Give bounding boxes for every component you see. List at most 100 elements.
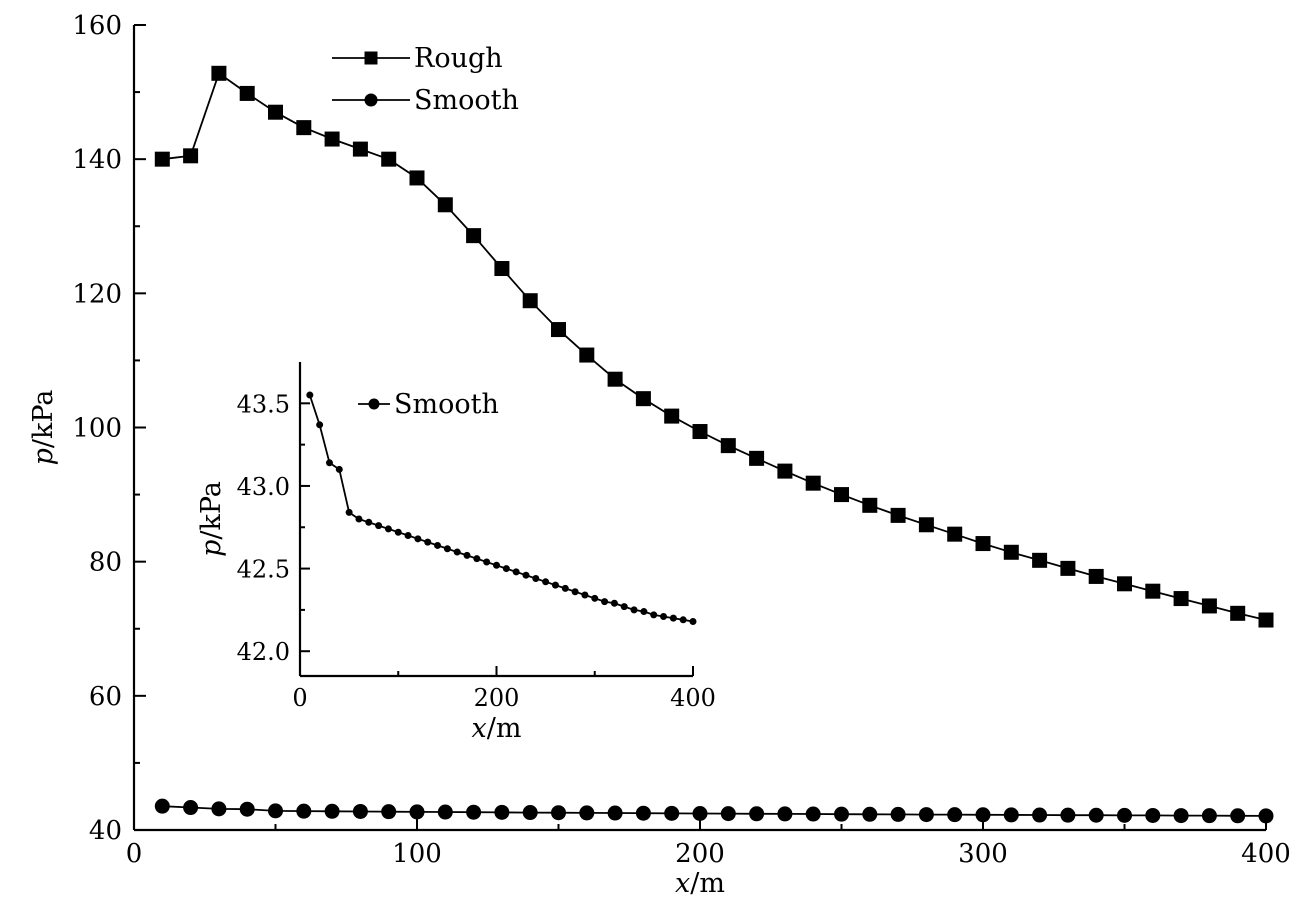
inset-smooth-data-point	[532, 574, 540, 582]
main-smooth-data-point	[183, 800, 199, 816]
main-y-tick-label: 140	[72, 145, 122, 175]
main-smooth-data-point	[466, 804, 482, 820]
main-rough-data-point	[211, 65, 227, 81]
main-smooth-data-point	[1117, 807, 1132, 823]
inset-smooth-data-point	[424, 538, 432, 546]
main-rough-data-point	[183, 148, 199, 164]
inset-legend-smooth-label: Smooth	[394, 389, 499, 420]
inset-y-tick-label: 42.0	[237, 638, 290, 666]
inset-smooth-data-point	[463, 551, 471, 559]
main-rough-data-point	[296, 120, 312, 136]
main-smooth-data-point	[551, 805, 566, 821]
main-rough-data-point	[607, 371, 623, 387]
main-rough-data-point	[268, 104, 283, 120]
inset-smooth-series-line	[308, 394, 694, 623]
inset-smooth-data-point	[306, 391, 314, 399]
main-rough-data-point	[918, 517, 934, 533]
main-rough-data-point	[664, 408, 680, 424]
inset-smooth-data-point	[601, 598, 609, 606]
main-plot: 0 100 200 300 400 40 60 80 100 120 140 160 x/m p/kPa R…	[28, 11, 1291, 899]
main-rough-data-point	[749, 450, 765, 466]
inset-smooth-data-point	[679, 616, 687, 624]
main-smooth-data-point	[947, 807, 963, 823]
main-rough-data-point	[1060, 560, 1076, 576]
main-smooth-data-point	[975, 807, 991, 823]
main-rough-data-point	[239, 85, 255, 101]
main-rough-data-point	[1117, 576, 1132, 592]
inset-smooth-data-point	[365, 518, 373, 526]
main-smooth-data-point	[1060, 807, 1076, 823]
main-legend-smooth-marker	[364, 93, 378, 107]
inset-smooth-data-point	[571, 588, 579, 596]
main-smooth-data-point	[1173, 808, 1189, 824]
main-rough-data-point	[805, 475, 821, 491]
inset-y-tick-label: 42.5	[237, 556, 290, 584]
main-rough-data-point	[1230, 605, 1246, 621]
main-smooth-data-point	[352, 803, 368, 819]
inset-smooth-data-point	[325, 459, 333, 467]
main-y-axis-title: p/kPa	[28, 390, 59, 466]
main-rough-data-point	[1201, 598, 1217, 614]
inset-smooth-data-point	[493, 561, 500, 569]
main-legend-rough-label: Rough	[414, 43, 503, 74]
main-rough-data-point	[1088, 568, 1104, 584]
inset-smooth-data-point	[355, 515, 363, 523]
main-rough-data-point	[834, 487, 849, 503]
main-smooth-data-point	[890, 806, 906, 822]
inset-smooth-data-point	[345, 508, 353, 516]
main-rough-data-point	[1032, 552, 1048, 568]
inset-y-tick-label: 43.0	[237, 473, 290, 501]
main-rough-data-point	[947, 526, 963, 542]
main-smooth-data-point	[1230, 808, 1246, 824]
main-y-tick-label: 100	[72, 414, 122, 444]
main-rough-data-point	[890, 507, 906, 523]
main-smooth-data-point	[692, 805, 708, 821]
main-y-tick-label: 80	[89, 548, 122, 578]
inset-legend-smooth-marker	[368, 398, 380, 410]
main-smooth-data-point	[268, 803, 283, 819]
main-rough-data-point	[437, 197, 453, 213]
main-rough-data-point	[154, 151, 170, 167]
inset-smooth-data-point	[581, 591, 589, 599]
inset-smooth-data-point	[384, 525, 392, 533]
inset-smooth-data-point	[640, 608, 648, 616]
main-smooth-data-point	[749, 806, 765, 822]
inset-smooth-data-point	[650, 611, 658, 619]
main-rough-data-point	[720, 438, 736, 454]
main-smooth-data-point	[635, 805, 651, 821]
main-smooth-data-point	[1088, 807, 1104, 823]
inset-y-axis-title: p/kPa	[196, 481, 227, 557]
main-rough-series-line	[162, 71, 1267, 621]
main-smooth-data-point	[834, 806, 849, 822]
main-smooth-data-point	[1201, 808, 1217, 824]
inset-smooth-data-point	[502, 565, 510, 573]
inset-x-tick-label: 400	[670, 684, 716, 712]
main-x-tick-label: 400	[1241, 839, 1291, 869]
main-rough-data-point	[692, 424, 708, 440]
main-smooth-data-point	[805, 806, 821, 822]
inset-x-tick-label: 0	[292, 684, 307, 712]
main-rough-data-point	[975, 536, 991, 552]
main-smooth-data-point	[1003, 807, 1019, 823]
inset-x-tick-label: 200	[474, 684, 520, 712]
main-smooth-data-point	[409, 804, 425, 820]
inset-smooth-data-point	[404, 532, 412, 540]
main-smooth-data-point	[522, 805, 538, 821]
main-rough-data-point	[522, 293, 538, 309]
main-rough-data-point	[1003, 544, 1019, 560]
main-smooth-data-point	[494, 804, 510, 820]
main-x-tick-label: 0	[126, 839, 143, 869]
main-rough-data-point	[381, 151, 397, 167]
main-smooth-data-point	[777, 806, 793, 822]
main-y-tick-label: 120	[72, 279, 122, 309]
inset-smooth-data-point	[316, 421, 324, 429]
main-rough-data-point	[1258, 612, 1274, 628]
inset-smooth-data-point	[689, 617, 697, 625]
main-smooth-data-point	[211, 801, 227, 817]
main-smooth-data-point	[296, 803, 312, 819]
inset-smooth-data-point	[453, 548, 461, 556]
inset-smooth-data-point	[512, 568, 520, 576]
main-smooth-data-point	[664, 805, 680, 821]
main-smooth-data-point	[381, 804, 397, 820]
inset-smooth-data-point	[522, 571, 530, 579]
